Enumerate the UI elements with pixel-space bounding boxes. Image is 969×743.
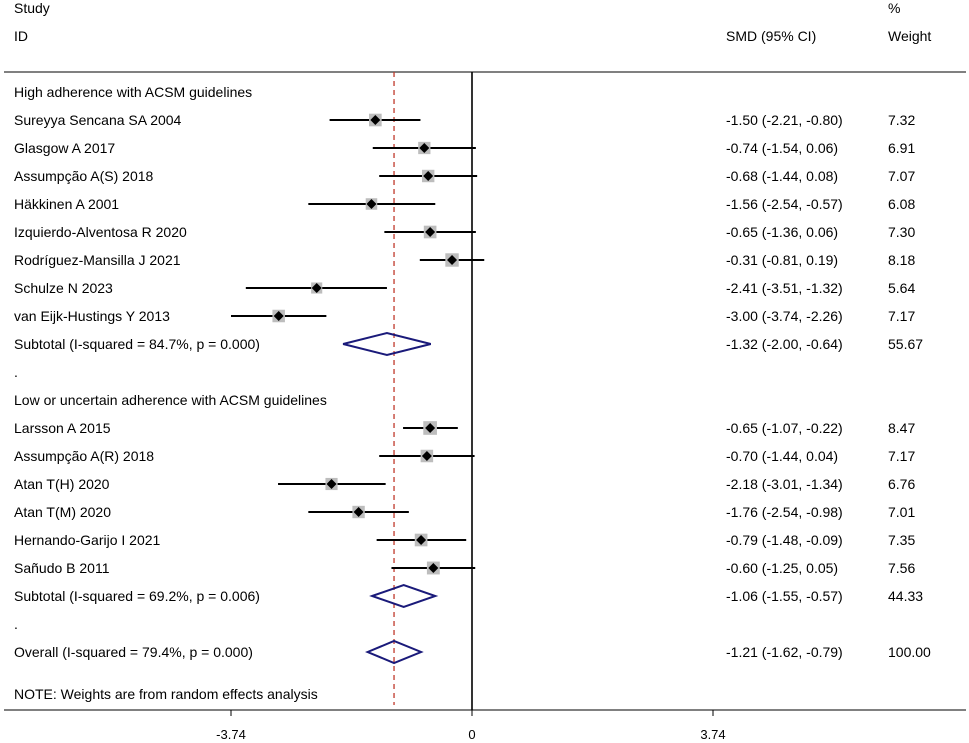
weight-text: 8.18: [888, 252, 916, 268]
header-study: Study: [14, 0, 50, 16]
weight-text: 7.17: [888, 308, 916, 324]
ci-text: -1.50 (-2.21, -0.80): [726, 112, 843, 128]
ci-text: -1.56 (-2.54, -0.57): [726, 196, 843, 212]
ci-text: -0.70 (-1.44, 0.04): [726, 448, 839, 464]
row-label-van-eijk-hustings-y-2013: van Eijk-Hustings Y 2013: [14, 308, 170, 324]
weight-text: 44.33: [888, 588, 924, 604]
row-label-atan-t-h-2020: Atan T(H) 2020: [14, 476, 110, 492]
row-label-larsson-a-2015: Larsson A 2015: [14, 420, 111, 436]
point-estimate: [311, 283, 322, 293]
ci-text: -2.18 (-3.01, -1.34): [726, 476, 843, 492]
point-estimate: [366, 199, 377, 209]
weight-text: 6.76: [888, 476, 916, 492]
point-estimate: [447, 255, 458, 265]
row-label-overall-i-squared-79-4-p-0-000: Overall (I-squared = 79.4%, p = 0.000): [14, 644, 253, 660]
point-estimate: [425, 227, 436, 237]
x-tick-label: 0: [468, 727, 475, 742]
weight-text: 100.00: [888, 644, 931, 660]
point-estimate: [353, 507, 364, 517]
point-estimate: [425, 423, 436, 433]
header-weight: Weight: [888, 28, 932, 44]
weight-text: 7.01: [888, 504, 916, 520]
row-label-sa-udo-b-2011: Sañudo B 2011: [14, 560, 110, 576]
row-label-sureyya-sencana-sa-2004: Sureyya Sencana SA 2004: [14, 112, 182, 128]
weight-text: 7.17: [888, 448, 916, 464]
point-estimate: [273, 311, 284, 321]
row-label-assump-o-a-s-2018: Assumpção A(S) 2018: [14, 168, 154, 184]
point-estimate: [419, 143, 430, 153]
ci-text: -0.31 (-0.81, 0.19): [726, 252, 839, 268]
overall-diamond: [365, 639, 424, 665]
ci-text: -0.65 (-1.07, -0.22): [726, 420, 843, 436]
row-label-schulze-n-2023: Schulze N 2023: [14, 280, 113, 296]
point-estimate: [423, 171, 434, 181]
ci-text: -0.65 (-1.36, 0.06): [726, 224, 839, 240]
x-tick-label: 3.74: [700, 727, 725, 742]
group-label: Low or uncertain adherence with ACSM gui…: [14, 392, 327, 408]
weight-text: 7.30: [888, 224, 916, 240]
ci-text: -0.74 (-1.54, 0.06): [726, 140, 839, 156]
ci-text: -0.60 (-1.25, 0.05): [726, 560, 839, 576]
point-estimate: [421, 451, 432, 461]
row-label-subtotal-i-squared-84-7-p-0-000: Subtotal (I-squared = 84.7%, p = 0.000): [14, 336, 260, 352]
weight-text: 7.35: [888, 532, 916, 548]
point-estimate: [370, 115, 381, 125]
ci-text: -0.79 (-1.48, -0.09): [726, 532, 843, 548]
weight-text: 6.08: [888, 196, 916, 212]
x-tick-label: -3.74: [216, 727, 246, 742]
ci-text: -3.00 (-3.74, -2.26): [726, 308, 843, 324]
ci-text: -0.68 (-1.44, 0.08): [726, 168, 839, 184]
row-label-hernando-garijo-i-2021: Hernando-Garijo I 2021: [14, 532, 161, 548]
weight-text: 7.07: [888, 168, 916, 184]
ci-text: -1.06 (-1.55, -0.57): [726, 588, 843, 604]
weight-text: 8.47: [888, 420, 916, 436]
row-label-izquierdo-alventosa-r-2020: Izquierdo-Alventosa R 2020: [14, 224, 187, 240]
row-label-rodr-guez-mansilla-j-2021: Rodríguez-Mansilla J 2021: [14, 252, 181, 268]
header-smd: SMD (95% CI): [726, 28, 817, 44]
weight-text: 5.64: [888, 280, 916, 296]
row-label-subtotal-i-squared-69-2-p-0-006: Subtotal (I-squared = 69.2%, p = 0.006): [14, 588, 260, 604]
ci-text: -1.21 (-1.62, -0.79): [726, 644, 843, 660]
weight-text: 7.32: [888, 112, 916, 128]
spacer-dot: .: [14, 616, 18, 632]
weights-note: NOTE: Weights are from random effects an…: [14, 686, 318, 702]
point-estimate: [428, 563, 439, 573]
weight-text: 55.67: [888, 336, 924, 352]
row-label-glasgow-a-2017: Glasgow A 2017: [14, 140, 116, 156]
subtotal-diamond: [369, 583, 439, 609]
header-percent: %: [888, 0, 901, 16]
spacer-dot: .: [14, 364, 18, 380]
ci-text: -1.32 (-2.00, -0.64): [726, 336, 843, 352]
group-label: High adherence with ACSM guidelines: [14, 84, 253, 100]
point-estimate: [326, 479, 337, 489]
weight-text: 7.56: [888, 560, 916, 576]
row-label-h-kkinen-a-2001: Häkkinen A 2001: [14, 196, 120, 212]
header-id: ID: [14, 28, 28, 44]
point-estimate: [416, 535, 427, 545]
row-label-atan-t-m-2020: Atan T(M) 2020: [14, 504, 112, 520]
subtotal-diamond: [342, 331, 432, 357]
ci-text: -2.41 (-3.51, -1.32): [726, 280, 843, 296]
ci-text: -1.76 (-2.54, -0.98): [726, 504, 843, 520]
weight-text: 6.91: [888, 140, 916, 156]
row-label-assump-o-a-r-2018: Assumpção A(R) 2018: [14, 448, 155, 464]
